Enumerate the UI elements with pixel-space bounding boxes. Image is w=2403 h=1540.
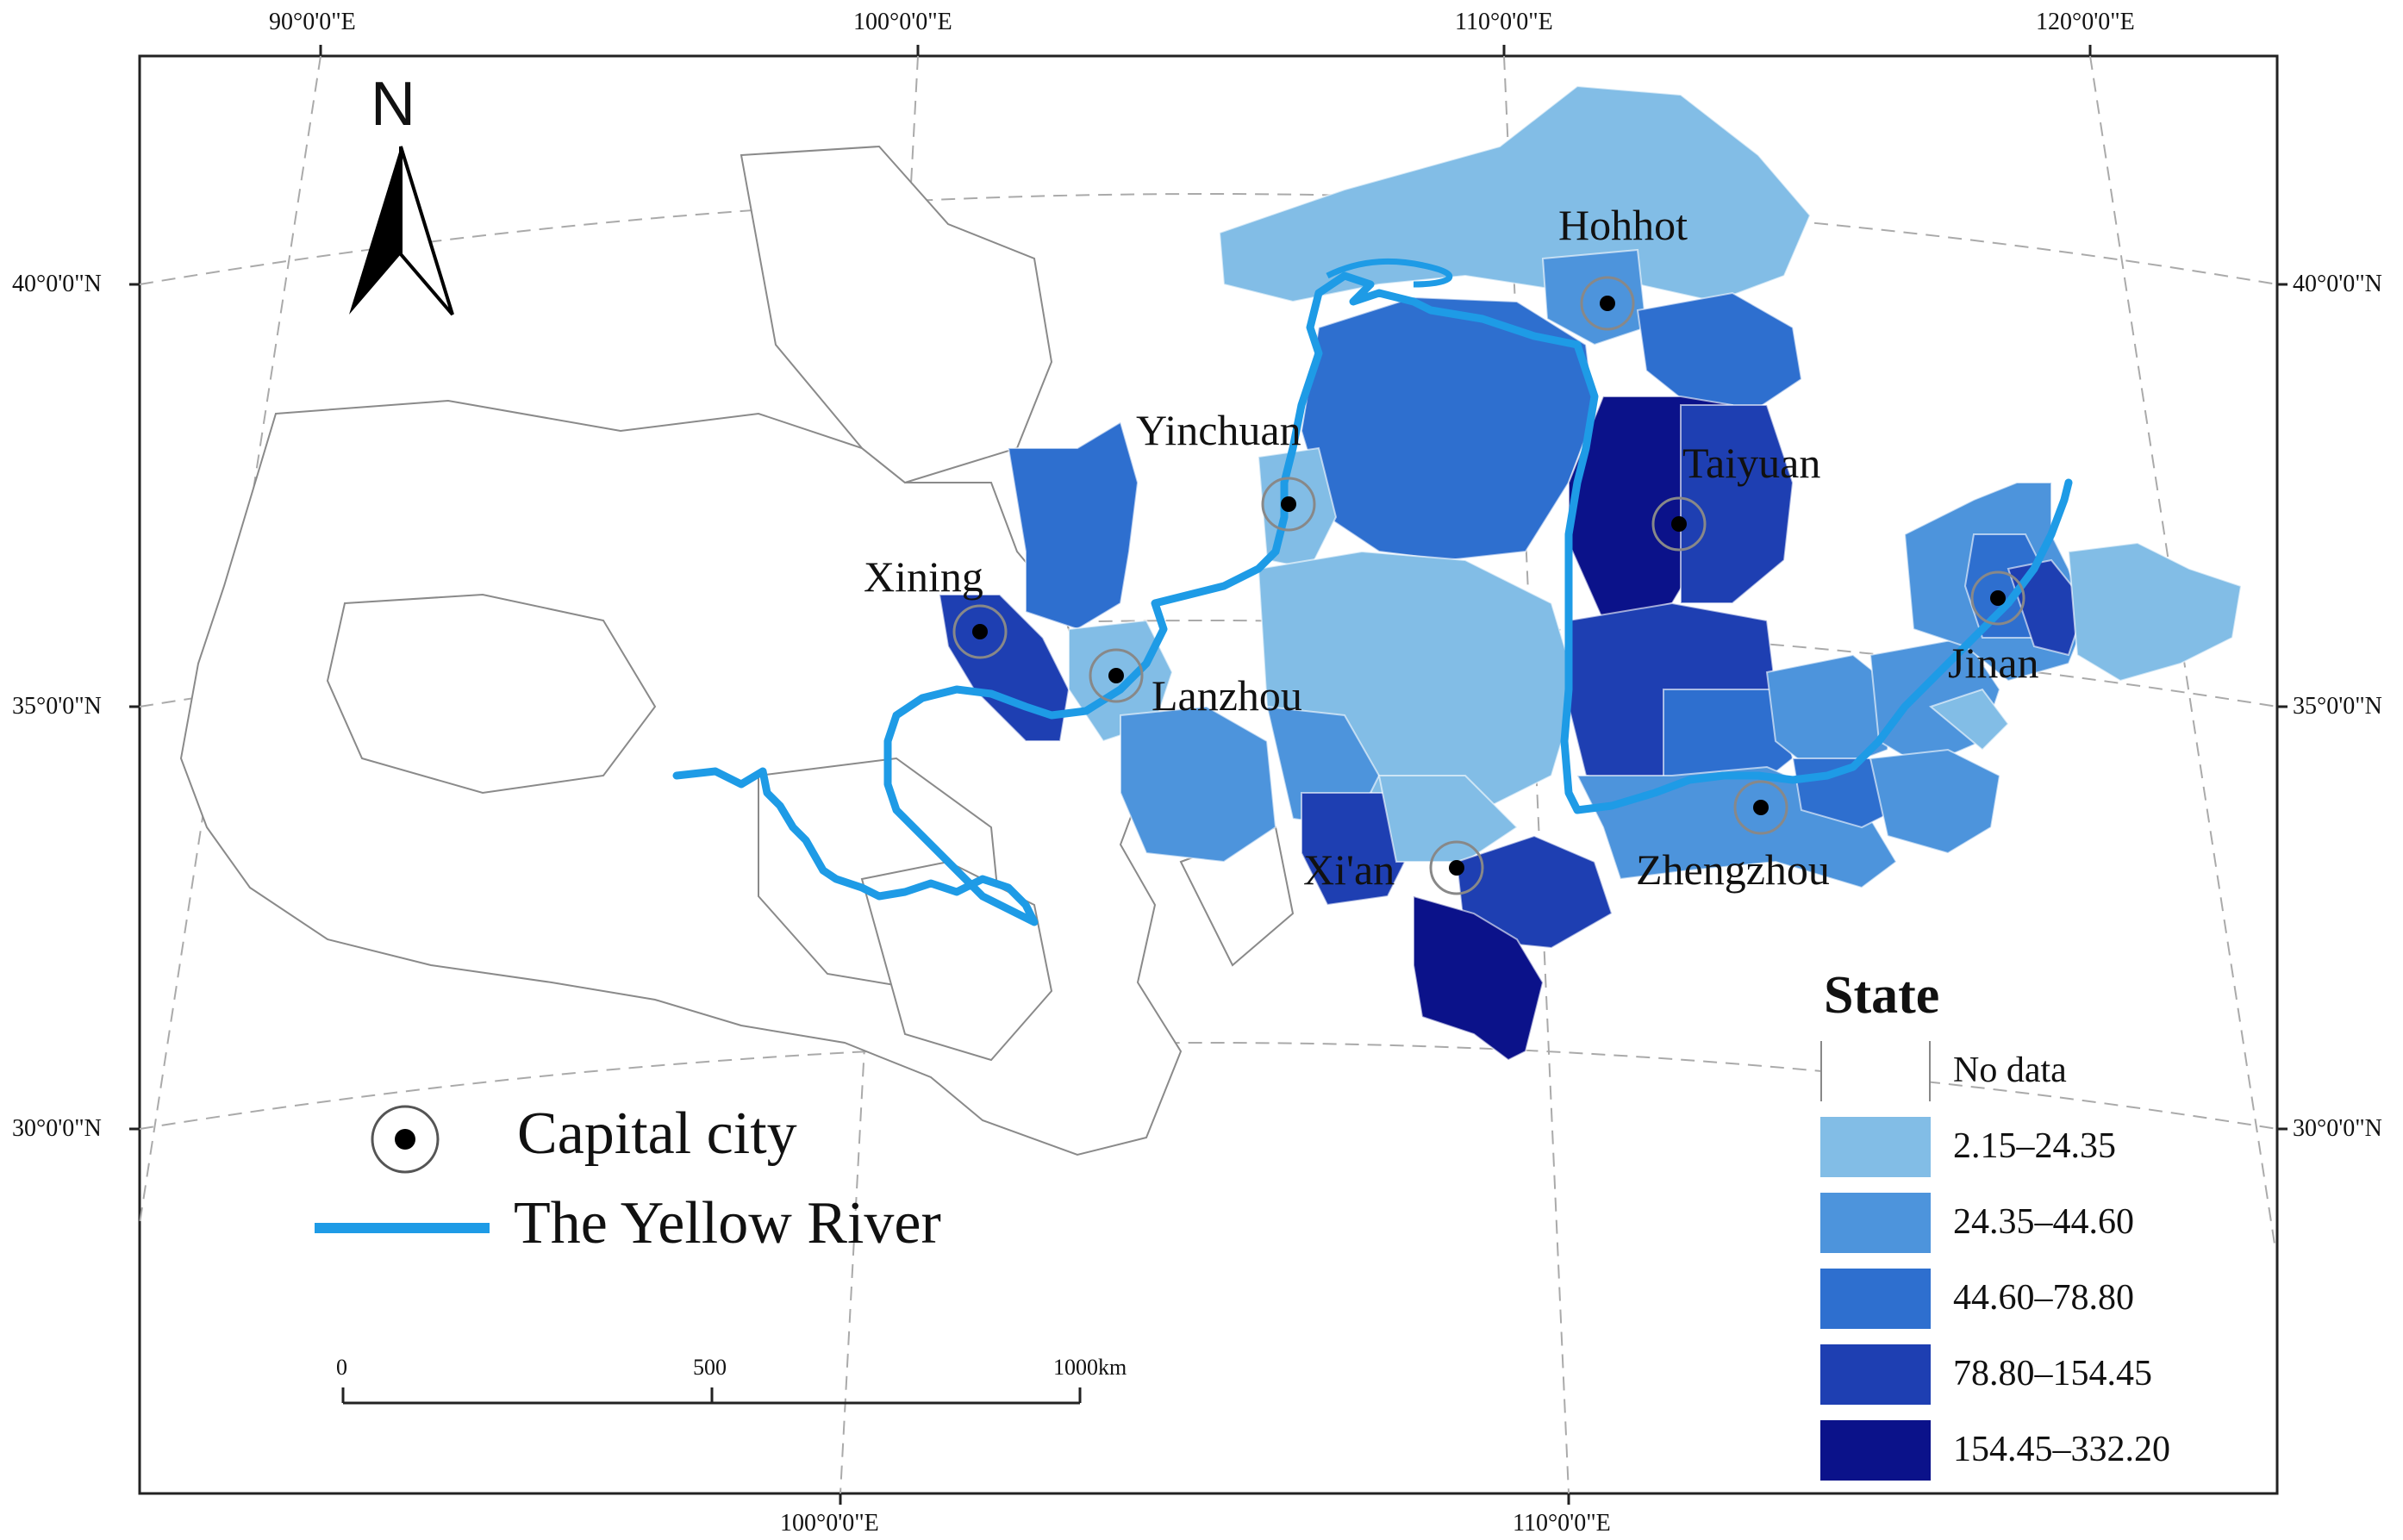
- city-label-yinchuan: Yinchuan: [1136, 406, 1301, 454]
- region-southern-shaanxi: [1413, 895, 1545, 1062]
- key-capital-label: Capital city: [517, 1100, 797, 1167]
- grat-label-left-40: 40°0'0"N: [12, 271, 102, 297]
- legend-label-3: 44.60–78.80: [1953, 1278, 2134, 1318]
- region-shandong-south: [1869, 748, 2001, 855]
- map-frame: [138, 54, 2279, 1495]
- grat-label-bottom-110: 110°0'0"E: [1513, 1510, 1611, 1537]
- region-north-shanxi: [1636, 291, 1803, 415]
- north-arrow-label: N: [371, 70, 415, 139]
- choropleth-regions: [938, 84, 2243, 1062]
- grat-label-top-90: 90°0'0"E: [269, 9, 356, 35]
- legend-label-4: 78.80–154.45: [1953, 1354, 2152, 1393]
- legend-swatch-1: [1820, 1117, 1931, 1177]
- yellow-river-loop: [1326, 258, 1453, 288]
- city-label-jinan: Jinan: [1948, 639, 2039, 687]
- city-label-xining: Xining: [864, 552, 983, 601]
- scale-tick-0: 0: [336, 1355, 347, 1380]
- legend-swatch-5: [1820, 1420, 1931, 1481]
- capital-markers: [952, 276, 2025, 895]
- legend-label-2: 24.35–44.60: [1953, 1202, 2134, 1242]
- legend-label-1: 2.15–24.35: [1953, 1126, 2116, 1166]
- city-label-taiyuan: Taiyuan: [1682, 439, 1821, 487]
- scale-bar: [341, 1387, 1082, 1405]
- key-capital-symbol: [371, 1105, 440, 1174]
- legend-swatch-2: [1820, 1193, 1931, 1253]
- grat-label-right-30: 30°0'0"N: [2293, 1115, 2382, 1142]
- scale-tick-1000: 1000km: [1053, 1355, 1127, 1380]
- city-label-hohhot: Hohhot: [1558, 201, 1688, 249]
- north-arrow-icon: [349, 146, 454, 316]
- graticule-ticks: [129, 45, 2288, 1505]
- region-shandong-east: [2067, 541, 2243, 683]
- region-shandong-central: [1928, 688, 2010, 751]
- region-xian: [1377, 775, 1519, 863]
- grat-label-left-35: 35°0'0"N: [12, 693, 102, 720]
- grat-label-top-120: 120°0'0"E: [2036, 9, 2135, 35]
- region-hohhot: [1541, 248, 1648, 346]
- city-label-xian: Xi'an: [1303, 845, 1395, 894]
- legend-label-5: 154.45–332.20: [1953, 1430, 2170, 1469]
- legend-swatch-4: [1820, 1344, 1931, 1405]
- legend-label-no-data: No data: [1953, 1051, 2067, 1090]
- scale-tick-500: 500: [693, 1355, 727, 1380]
- grat-label-right-40: 40°0'0"N: [2293, 271, 2382, 297]
- yellow-river: [672, 271, 2073, 926]
- grat-label-top-100: 100°0'0"E: [853, 9, 952, 35]
- region-henan-north: [1765, 653, 1898, 777]
- legend-title: State: [1824, 966, 1940, 1025]
- region-yinchuan-west: [1007, 421, 1139, 631]
- key-river-label: The Yellow River: [514, 1190, 941, 1256]
- city-label-zhengzhou: Zhengzhou: [1636, 845, 1830, 894]
- grat-label-bottom-100: 100°0'0"E: [780, 1510, 879, 1537]
- grat-label-left-30: 30°0'0"N: [12, 1115, 102, 1142]
- grat-label-right-35: 35°0'0"N: [2293, 693, 2382, 720]
- grat-label-top-110: 110°0'0"E: [1455, 9, 1553, 35]
- region-gansu-east: [1120, 705, 1277, 864]
- legend-swatch-3: [1820, 1269, 1931, 1329]
- city-label-lanzhou: Lanzhou: [1152, 671, 1302, 720]
- legend-swatch-no-data: [1820, 1041, 1931, 1101]
- region-hohhot-north: [1218, 84, 1812, 303]
- region-xining: [938, 594, 1070, 742]
